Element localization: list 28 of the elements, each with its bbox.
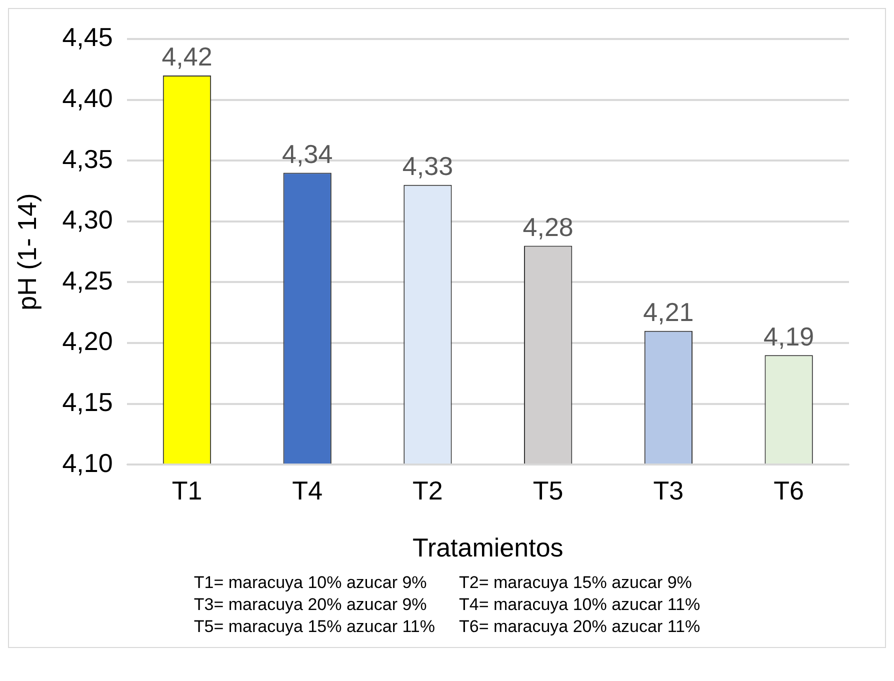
y-tick-label: 4,40: [62, 82, 113, 113]
y-tick-label: 4,25: [62, 265, 113, 296]
y-tick-label: 4,20: [62, 326, 113, 356]
x-axis-title: Tratamientos: [412, 532, 564, 563]
y-axis-title: pH (1- 14): [12, 193, 42, 310]
y-tick-label: 4,35: [62, 144, 113, 174]
x-tick-label: T5: [532, 475, 564, 506]
text: T5= maracuya 15% azucar 11%: [194, 617, 435, 637]
x-tick-label: T2: [412, 475, 443, 506]
data-label: 4,28: [522, 212, 574, 242]
data-label: 4,19: [764, 321, 814, 352]
y-tick-label: 4,45: [62, 22, 113, 52]
text: T3= maracuya 20% azucar 9%: [194, 595, 428, 615]
text: T4= maracuya 10% azucar 11%: [459, 595, 700, 615]
x-tick-label: T3: [653, 475, 684, 506]
y-tick-label: 4,30: [62, 204, 113, 235]
data-label: 4,34: [282, 138, 333, 169]
text: T2= maracuya 15% azucar 9%: [459, 573, 693, 593]
data-label: 4,21: [643, 297, 694, 328]
y-tick-label: 4,15: [62, 386, 113, 417]
text: T1= maracuya 10% azucar 9%: [194, 573, 428, 593]
text: T6= maracuya 20% azucar 11%: [459, 617, 700, 637]
x-tick-label: T4: [292, 475, 323, 506]
data-label: 4,33: [402, 151, 454, 182]
x-tick-label: T6: [774, 475, 804, 506]
x-tick-label: T1: [172, 475, 202, 506]
y-tick-label: 4,10: [62, 448, 113, 478]
data-label: 4,42: [162, 42, 212, 72]
